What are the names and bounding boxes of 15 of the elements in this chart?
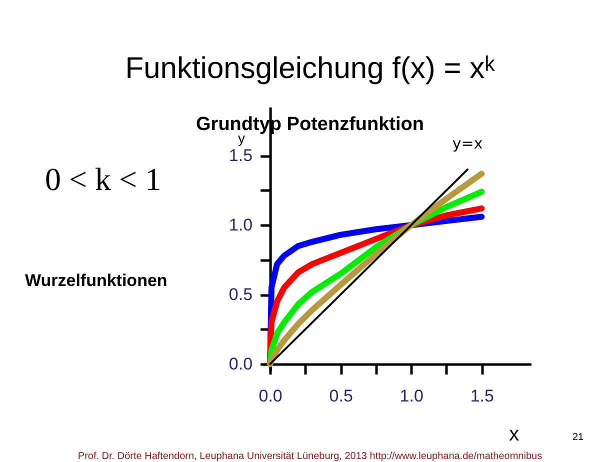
x-tick-label: 0.5 (329, 386, 353, 406)
text: Wurzelfunktionen (25, 271, 168, 290)
text: 21 (572, 432, 584, 443)
annotation: y=x (452, 134, 483, 153)
y-tick-label: 1.0 (228, 216, 253, 235)
x-tick-label: 1.0 (400, 386, 424, 406)
text: Prof. Dr. Dörte Haftendorn, Leuphana Universität Lüneburg, 2013 http://www.leuphana.de/matheomnibus (78, 451, 542, 462)
y-tick-label: 0.5 (228, 285, 253, 304)
y-tick-label: 0.0 (228, 354, 253, 374)
x-axis-title: x (509, 424, 520, 446)
y-tick-label: 1.5 (228, 146, 253, 166)
chart-title: Funktionsgleichung f(x) = xᵏ (125, 52, 496, 85)
x-tick-label: 0.0 (258, 386, 282, 406)
text: 0 < k < 1 (45, 161, 162, 197)
x-tick-label: 1.5 (470, 386, 494, 406)
